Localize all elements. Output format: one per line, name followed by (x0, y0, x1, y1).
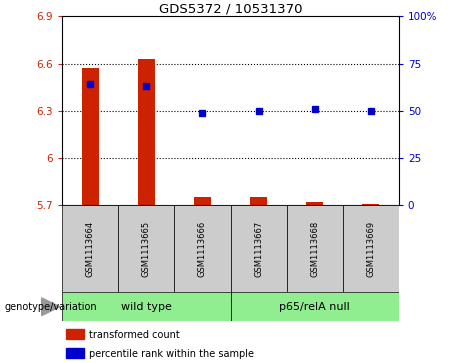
Text: genotype/variation: genotype/variation (5, 302, 97, 312)
Text: GSM1113668: GSM1113668 (310, 221, 319, 277)
Text: GSM1113669: GSM1113669 (366, 221, 375, 277)
Bar (362, 204, 379, 205)
Bar (82, 68, 99, 205)
FancyBboxPatch shape (118, 205, 174, 292)
FancyBboxPatch shape (230, 205, 287, 292)
Polygon shape (41, 298, 60, 315)
Text: GSM1113666: GSM1113666 (198, 221, 207, 277)
Text: p65/relA null: p65/relA null (279, 302, 350, 312)
Bar (65, 348, 84, 358)
Text: transformed count: transformed count (89, 330, 180, 340)
Bar (250, 197, 267, 205)
Text: GSM1113667: GSM1113667 (254, 221, 263, 277)
FancyBboxPatch shape (62, 292, 230, 321)
FancyBboxPatch shape (174, 205, 230, 292)
Text: GSM1113665: GSM1113665 (142, 221, 151, 277)
Bar (306, 202, 323, 205)
Title: GDS5372 / 10531370: GDS5372 / 10531370 (159, 2, 302, 15)
FancyBboxPatch shape (343, 205, 399, 292)
Bar (194, 197, 211, 205)
Bar (65, 329, 84, 339)
Text: percentile rank within the sample: percentile rank within the sample (89, 349, 254, 359)
FancyBboxPatch shape (230, 292, 399, 321)
Text: GSM1113664: GSM1113664 (86, 221, 95, 277)
FancyBboxPatch shape (62, 205, 118, 292)
Text: wild type: wild type (121, 302, 172, 312)
FancyBboxPatch shape (287, 205, 343, 292)
Bar (138, 59, 155, 205)
